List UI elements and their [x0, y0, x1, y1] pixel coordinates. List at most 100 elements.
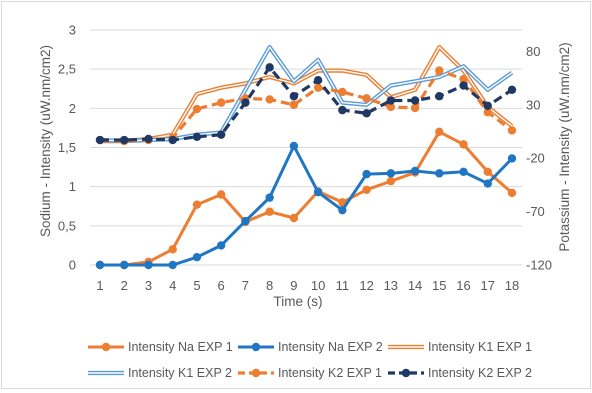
legend-label: Intensity K2 EXP 2 [428, 366, 532, 380]
data-point [386, 176, 396, 186]
data-point [216, 190, 226, 199]
data-point [216, 130, 226, 139]
series-line [100, 130, 513, 267]
data-point [362, 109, 371, 118]
x-tick-label: 17 [481, 278, 495, 293]
data-point [459, 167, 468, 176]
data-point [507, 154, 517, 163]
legend-item-2: Intensity Na EXP 2 [238, 340, 383, 354]
data-point [289, 213, 299, 223]
data-point [168, 245, 177, 254]
x-tick-label: 12 [359, 278, 373, 293]
series-3 [100, 45, 514, 144]
data-point [507, 85, 517, 95]
right-tick-label: -120 [526, 258, 552, 273]
left-tick-label: 1,5 [58, 140, 76, 155]
data-point [483, 101, 492, 111]
data-point [435, 66, 444, 75]
data-point [144, 260, 153, 270]
data-point [386, 102, 396, 112]
data-point [265, 193, 274, 202]
data-point [507, 126, 517, 135]
left-tick-label: 0,5 [58, 218, 76, 233]
data-point [338, 205, 347, 215]
data-point [483, 108, 492, 117]
series-4 [99, 45, 514, 144]
series-line [100, 65, 513, 142]
data-point [120, 135, 129, 145]
data-point [362, 185, 371, 194]
right-tick-label: 30 [526, 97, 540, 112]
left-axis-ticks: 0 0,5 1 1,5 2 2,5 3 [58, 23, 76, 273]
series-2 [95, 141, 517, 270]
x-axis-ticks: 1 2 3 4 5 6 7 8 9 10 11 12 13 14 15 16 17 18 [96, 278, 519, 293]
data-point [168, 135, 177, 145]
legend-item-3: Intensity K1 EXP 1 [388, 340, 532, 354]
data-point [338, 87, 347, 97]
series-layer [95, 45, 517, 270]
legend-item-5: Intensity K2 EXP 1 [238, 366, 382, 380]
left-tick-label: 2,5 [58, 62, 76, 77]
series-line [99, 69, 513, 143]
data-point [216, 98, 226, 107]
data-point [435, 92, 444, 101]
x-axis-title: Time (s) [274, 294, 323, 309]
data-point [338, 105, 347, 115]
x-tick-label: 11 [336, 278, 350, 293]
data-point [410, 96, 420, 105]
data-point [192, 104, 202, 114]
data-point [386, 96, 396, 105]
data-point [241, 216, 250, 226]
left-tick-label: 3 [69, 23, 76, 38]
data-point [192, 252, 202, 262]
legend-label: Intensity K1 EXP 2 [128, 366, 232, 380]
x-tick-label: 9 [290, 278, 297, 293]
legend-item-4: Intensity K1 EXP 2 [88, 366, 232, 380]
data-point [313, 187, 323, 197]
x-tick-label: 7 [242, 278, 249, 293]
series-line [99, 45, 514, 144]
data-point [241, 98, 250, 107]
legend-marker [401, 368, 411, 378]
data-point [435, 127, 444, 137]
legend: Intensity Na EXP 1 Intensity Na EXP 2 Inte… [88, 340, 532, 380]
data-point [459, 81, 468, 90]
data-point [483, 167, 492, 176]
right-tick-label: -70 [526, 204, 545, 219]
right-tick-label: 80 [526, 44, 540, 59]
left-tick-label: 1 [69, 179, 76, 194]
x-tick-label: 16 [456, 278, 470, 293]
legend-marker [251, 368, 261, 378]
x-tick-label: 2 [121, 278, 128, 293]
left-axis-title: Sodium - Intensity (uW.nm/cm2) [38, 45, 53, 237]
series-line [100, 45, 514, 144]
data-point [483, 179, 492, 188]
x-tick-label: 8 [266, 278, 273, 293]
data-point [265, 63, 274, 72]
data-point [265, 95, 274, 104]
x-tick-label: 3 [145, 278, 152, 293]
x-tick-label: 5 [193, 278, 200, 293]
series-6 [95, 63, 517, 145]
x-tick-label: 4 [169, 278, 176, 293]
data-point [459, 140, 468, 149]
data-point [144, 134, 153, 144]
series-line-inner [100, 46, 513, 142]
data-point [410, 166, 420, 176]
right-tick-label: -20 [526, 151, 545, 166]
data-point [289, 100, 299, 109]
right-axis-title: Potassium - Intensity (uW.nm/cm2) [557, 42, 572, 251]
data-point [459, 74, 468, 84]
data-point [95, 260, 105, 270]
x-tick-label: 1 [96, 278, 103, 293]
data-point [289, 92, 299, 101]
data-point [216, 241, 226, 250]
series-1 [95, 127, 517, 270]
legend-marker [251, 342, 261, 352]
data-point [265, 207, 274, 216]
left-tick-label: 2 [69, 101, 76, 116]
x-tick-label: 10 [311, 278, 325, 293]
data-point [168, 260, 177, 270]
